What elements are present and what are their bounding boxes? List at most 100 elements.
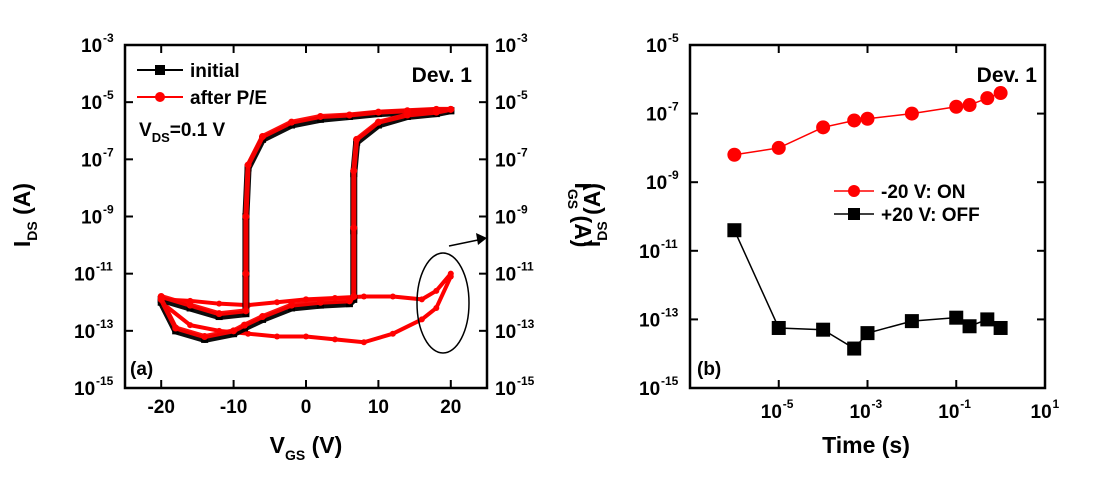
a-y2tick-label-5: 10 -5: [495, 88, 528, 114]
b-xtick-label-0: 10 -5: [761, 397, 794, 423]
b-series-1-point-8: [980, 312, 995, 327]
right-axis-arrow-line: [448, 239, 479, 247]
a-ytick-label-0: 10 -15: [74, 374, 114, 400]
panel-a-gate-leakage: [158, 270, 454, 346]
a-panel-label: (a): [130, 359, 153, 380]
a-xtick-label-1: -10: [220, 397, 247, 418]
a-ytick-label-2-exp: -11: [96, 260, 113, 274]
b-series-0-point-4: [860, 111, 875, 126]
b-xtick-label-2-base: 10: [938, 402, 959, 423]
a-y2tick-label-5-exp: -5: [517, 88, 528, 102]
b-ytick-label-5-exp: -5: [668, 31, 679, 45]
b-ytick-label-1-exp: -13: [661, 305, 679, 319]
b-series-0-point-8: [980, 91, 995, 106]
b-legend-label-0: -20 V: ON: [881, 182, 965, 203]
a-legend-label-1: after P/E: [190, 88, 267, 109]
a-gate-leakage-point-8: [433, 304, 440, 311]
b-series-line-1: [733, 229, 1002, 350]
b-series-0-point-1: [771, 140, 786, 155]
gate-current-ellipse: [416, 252, 470, 354]
b-ytick-label-4-base: 10: [646, 105, 667, 126]
a-ytick-label-4: 10 -7: [81, 145, 114, 171]
a-gate-leakage-point-14: [274, 333, 281, 340]
a-series-1-point-25: [288, 301, 296, 309]
b-ytick-label-4-exp: -7: [668, 100, 679, 114]
b-series-0-point-5: [904, 106, 919, 121]
b-series-0-point-2: [816, 120, 831, 135]
b-ytick-label-3: 10 -9: [646, 168, 679, 194]
b-ytick-label-2: 10 -11: [639, 237, 678, 263]
a-y2tick-label-5-base: 10: [495, 93, 516, 114]
b-ytick-label-1-base: 10: [639, 310, 660, 331]
a-gate-leakage-point-12: [331, 336, 338, 343]
b-series-1-point-1: [771, 320, 786, 335]
a-series-1-point-16: [432, 108, 440, 116]
a-series-1-point-11: [374, 108, 382, 116]
a-series-1-point-24: [316, 298, 324, 306]
b-panel-label: (b): [697, 359, 721, 380]
a-series-1-point-15: [447, 105, 455, 113]
b-series-1-point-9: [993, 320, 1008, 335]
b-xlabel: Time (s): [822, 432, 910, 458]
right-axis-arrow-head: [476, 233, 487, 245]
b-xtick-label-2-exp: -1: [960, 397, 971, 411]
a-gate-leakage-point-11: [360, 339, 367, 346]
a-series-1-point-21: [350, 224, 358, 232]
a-gate-leakage-point-2: [360, 293, 367, 300]
a-y2tick-label-0-base: 10: [495, 379, 516, 400]
b-ytick-label-3-base: 10: [646, 173, 667, 194]
a-y2tick-label-6-exp: -3: [517, 31, 528, 45]
panel-a-series: [157, 105, 455, 343]
b-series-0-point-6: [949, 99, 964, 114]
b-series-1-point-7: [962, 319, 977, 334]
panel-a-legend: initial after P/E: [137, 61, 267, 109]
a-gate-leakage-point-4: [418, 296, 425, 303]
b-xtick-label-0-base: 10: [761, 402, 782, 423]
a-series-1-point-9: [316, 112, 324, 120]
b-ytick-label-3-exp: -9: [668, 168, 679, 182]
b-series-1-point-0: [727, 223, 742, 238]
a-xtick-label-0: -20: [147, 397, 174, 418]
panel-b-legend: -20 V: ON+20 V: OFF: [834, 182, 980, 226]
a-y2tick-label-1: 10 -13: [495, 317, 535, 343]
b-legend-marker-0: [848, 185, 860, 197]
a-series-1-point-5: [242, 213, 250, 220]
a-series-1-point-6: [244, 161, 252, 169]
a-y2tick-label-1-base: 10: [495, 322, 516, 343]
b-ytick-label-2-exp: -11: [661, 237, 678, 251]
a-legend-marker-0: [155, 65, 165, 75]
panel-b-labels: Dev. 1 (b) Time (s) IDS (A): [579, 64, 1037, 458]
a-gate-leakage-point-7: [447, 273, 454, 280]
a-y2tick-label-2: 10 -11: [495, 260, 534, 286]
a-ytick-label-6-base: 10: [81, 36, 102, 57]
a-annotation: Dev. 1: [412, 64, 473, 87]
b-ytick-label-5-base: 10: [646, 36, 667, 57]
a-gate-leakage-point-10: [389, 330, 396, 337]
panel-a-labels: VDS=0.1 V Dev. 1 (a) VGS (V) IDS (A) IGS (A): [9, 64, 596, 463]
a-ytick-label-3-base: 10: [81, 208, 102, 229]
a-series-1-point-7: [259, 132, 267, 140]
b-ytick-label-0: 10 -15: [639, 374, 679, 400]
a-ytick-label-3: 10 -9: [81, 203, 114, 229]
b-series-line-0: [734, 92, 1001, 156]
b-series-0-point-0: [727, 147, 742, 162]
a-y2tick-label-4-exp: -7: [517, 145, 528, 159]
a-xtick-label-2: 0: [301, 397, 312, 418]
a-condition: VDS=0.1 V: [139, 120, 226, 145]
a-series-1-point-3: [242, 307, 250, 315]
b-series-0-point-3: [847, 113, 862, 128]
b-ylabel: IDS (A): [579, 183, 610, 247]
a-y2tick-label-0: 10 -15: [495, 374, 535, 400]
a-y2tick-label-3-base: 10: [495, 208, 516, 229]
a-ytick-label-0-exp: -15: [96, 374, 114, 388]
b-legend-label-1: +20 V: OFF: [881, 205, 980, 226]
b-series-1-point-5: [904, 314, 919, 329]
a-ytick-label-4-exp: -7: [103, 145, 114, 159]
a-gate-leakage-point-17: [187, 322, 194, 329]
a-series-1-point-8: [288, 118, 296, 126]
a-gate-leakage-point-9: [418, 316, 425, 323]
